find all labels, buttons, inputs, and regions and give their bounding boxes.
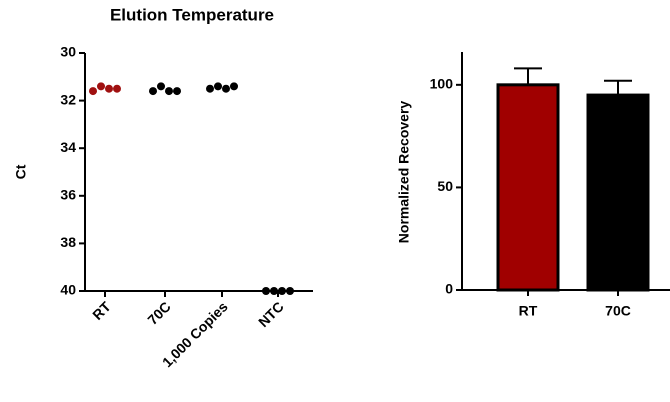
y-tick-label: 0 bbox=[445, 281, 453, 297]
y-tick-label: 50 bbox=[437, 178, 453, 194]
data-point bbox=[113, 84, 121, 93]
data-point bbox=[278, 287, 286, 295]
data-point bbox=[222, 84, 230, 93]
data-point bbox=[270, 287, 278, 295]
chart-title: Elution Temperature bbox=[110, 5, 274, 24]
y-tick-label: 38 bbox=[60, 234, 76, 250]
data-point bbox=[157, 82, 165, 91]
y-axis-label: Ct bbox=[13, 164, 29, 179]
x-tick-label: 70C bbox=[144, 298, 173, 327]
data-point bbox=[105, 84, 113, 93]
bar bbox=[496, 83, 560, 292]
x-tick-label: NTC bbox=[255, 298, 287, 330]
data-point bbox=[286, 287, 294, 295]
bar bbox=[586, 93, 650, 292]
data-point bbox=[173, 87, 181, 96]
x-tick-label: 70C bbox=[605, 303, 631, 319]
data-point bbox=[262, 287, 270, 295]
data-point bbox=[165, 87, 173, 96]
data-point bbox=[97, 82, 105, 91]
y-tick-label: 30 bbox=[60, 44, 76, 60]
y-tick-label: 34 bbox=[60, 139, 76, 155]
error-bar bbox=[514, 67, 542, 85]
data-point bbox=[89, 87, 97, 96]
y-tick-label: 100 bbox=[430, 76, 454, 92]
y-tick-label: 40 bbox=[60, 282, 76, 298]
data-point bbox=[230, 82, 238, 91]
y-axis-label: Normalized Recovery bbox=[396, 101, 412, 244]
y-tick-label: 32 bbox=[60, 91, 76, 107]
data-point bbox=[149, 87, 157, 96]
y-tick-label: 36 bbox=[60, 187, 76, 203]
data-point bbox=[214, 82, 222, 91]
x-tick-label: RT bbox=[89, 298, 114, 323]
x-tick-label: RT bbox=[519, 303, 538, 319]
error-bar bbox=[604, 79, 632, 96]
data-point bbox=[206, 84, 214, 93]
